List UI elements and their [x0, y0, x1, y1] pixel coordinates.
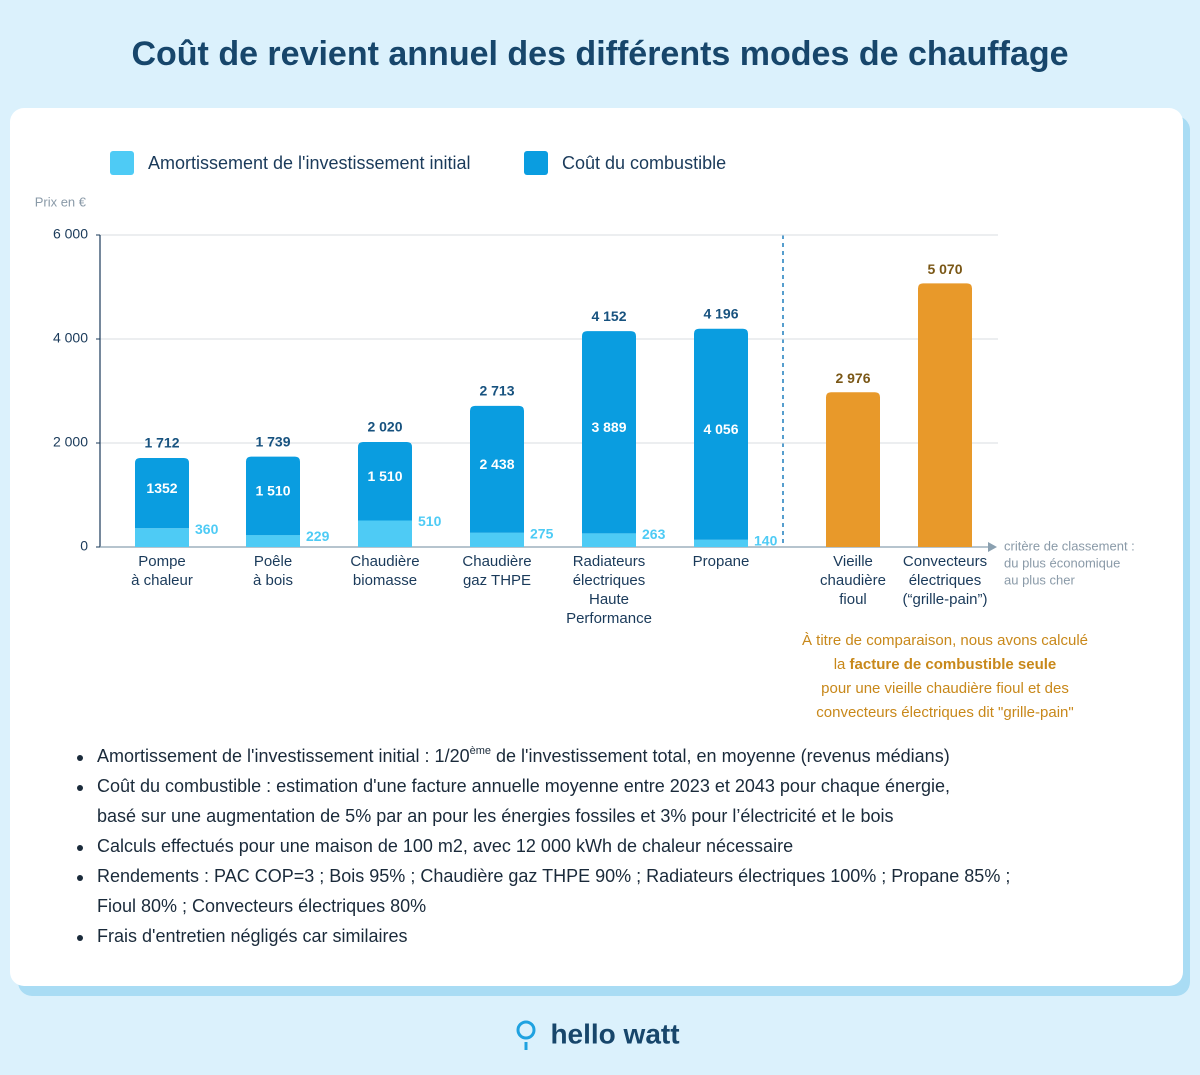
x-tick-label: chaudière: [820, 572, 886, 589]
x-axis-note: du plus économique: [1004, 555, 1120, 570]
legend-label: Amortissement de l'investissement initia…: [148, 153, 471, 173]
note-text: Amortissement de l'investissement initia…: [97, 745, 950, 766]
value-label: 1 510: [367, 468, 402, 484]
text-part: ème: [470, 745, 491, 757]
x-tick-label: à chaleur: [131, 572, 193, 589]
value-label: 360: [195, 521, 219, 537]
bar-segment: [135, 528, 189, 547]
total-label: 1 712: [144, 435, 179, 451]
value-label: 275: [530, 525, 554, 541]
total-label: 1 739: [255, 433, 290, 449]
note-text: Rendements : PAC COP=3 ; Bois 95% ; Chau…: [97, 866, 1010, 886]
value-label: 2 438: [479, 456, 514, 472]
value-label: 1352: [146, 480, 177, 496]
value-label: 263: [642, 526, 666, 542]
logo-icon: [516, 1020, 536, 1050]
note-text: Frais d'entretien négligés car similaire…: [97, 926, 408, 946]
bullet: [77, 785, 83, 791]
x-tick-label: biomasse: [353, 572, 417, 589]
y-tick-label: 4 000: [53, 330, 88, 346]
total-label: 2 713: [479, 383, 514, 399]
note-text: Calculs effectués pour une maison de 100…: [97, 836, 793, 856]
bar-segment: [470, 405, 524, 533]
x-axis-note: critère de classement :: [1004, 538, 1135, 553]
x-tick-label: Chaudière: [350, 553, 419, 570]
x-tick-label: électriques: [909, 572, 982, 589]
x-tick-label: fioul: [839, 591, 867, 608]
value-label: 1 510: [255, 483, 290, 499]
bar-segment: [582, 331, 636, 534]
text-part: Amortissement de l'investissement initia…: [97, 746, 470, 766]
bar-segment: [358, 520, 412, 547]
title: Coût de revient annuel des différents mo…: [131, 35, 1068, 73]
x-tick-label: Chaudière: [462, 553, 531, 570]
bar-segment: [135, 457, 189, 529]
x-tick-label: Performance: [566, 610, 652, 627]
x-tick-label: Poêle: [254, 553, 292, 570]
bar-segment: [918, 283, 972, 547]
bar-segment: [582, 533, 636, 547]
bullet: [77, 845, 83, 851]
note-text: Fioul 80% ; Convecteurs électriques 80%: [97, 896, 426, 916]
x-tick-label: Vieille: [833, 553, 873, 570]
value-label: 229: [306, 528, 330, 544]
bar-segment: [694, 328, 748, 540]
legend-swatch: [524, 151, 548, 175]
x-tick-label: Pompe: [138, 553, 186, 570]
total-label: 2 020: [367, 419, 402, 435]
bar-segment: [246, 535, 300, 547]
legend-label: Coût du combustible: [562, 153, 726, 173]
x-tick-label: (“grille-pain”): [902, 591, 987, 608]
x-tick-label: Convecteurs: [903, 553, 987, 570]
text-part: la: [834, 656, 850, 673]
text-part: de l'investissement total, en moyenne (r…: [491, 746, 950, 766]
x-axis-note: au plus cher: [1004, 572, 1075, 587]
value-label: 4 056: [703, 421, 738, 437]
value-label: 2 976: [835, 370, 870, 386]
x-tick-label: gaz THPE: [463, 572, 531, 589]
note-text: Coût du combustible : estimation d'une f…: [97, 776, 950, 796]
footer-logo: hello watt: [550, 1018, 679, 1049]
y-axis-title: Prix en €: [35, 194, 87, 209]
bar-segment: [694, 539, 748, 547]
bullet: [77, 875, 83, 881]
annotation: convecteurs électriques dit "grille-pain…: [816, 704, 1073, 721]
bar-segment: [358, 441, 412, 521]
annotation: la facture de combustible seule: [834, 656, 1057, 673]
bar-segment: [826, 392, 880, 547]
total-label: 4 196: [703, 306, 738, 322]
value-label: 5 070: [927, 261, 962, 277]
x-axis-arrow: [988, 542, 997, 552]
annotation: pour une vieille chaudière fioul et des: [821, 680, 1069, 697]
bullet: [77, 755, 83, 761]
bar-segment: [470, 532, 524, 547]
bullet: [77, 935, 83, 941]
y-tick-label: 6 000: [53, 226, 88, 242]
y-tick-label: 2 000: [53, 434, 88, 450]
x-tick-label: électriques: [573, 572, 646, 589]
value-label: 510: [418, 513, 442, 529]
annotation: À titre de comparaison, nous avons calcu…: [802, 632, 1088, 649]
value-label: 3 889: [591, 419, 626, 435]
bar-segment: [246, 456, 300, 536]
legend-swatch: [110, 151, 134, 175]
total-label: 4 152: [591, 308, 626, 324]
x-tick-label: Propane: [693, 553, 750, 570]
x-tick-label: à bois: [253, 572, 293, 589]
x-tick-label: Haute: [589, 591, 629, 608]
text-part: facture de combustible seule: [850, 656, 1057, 673]
y-tick-label: 0: [80, 538, 88, 554]
x-tick-label: Radiateurs: [573, 553, 646, 570]
note-text: basé sur une augmentation de 5% par an p…: [97, 806, 893, 826]
value-label: 140: [754, 532, 778, 548]
